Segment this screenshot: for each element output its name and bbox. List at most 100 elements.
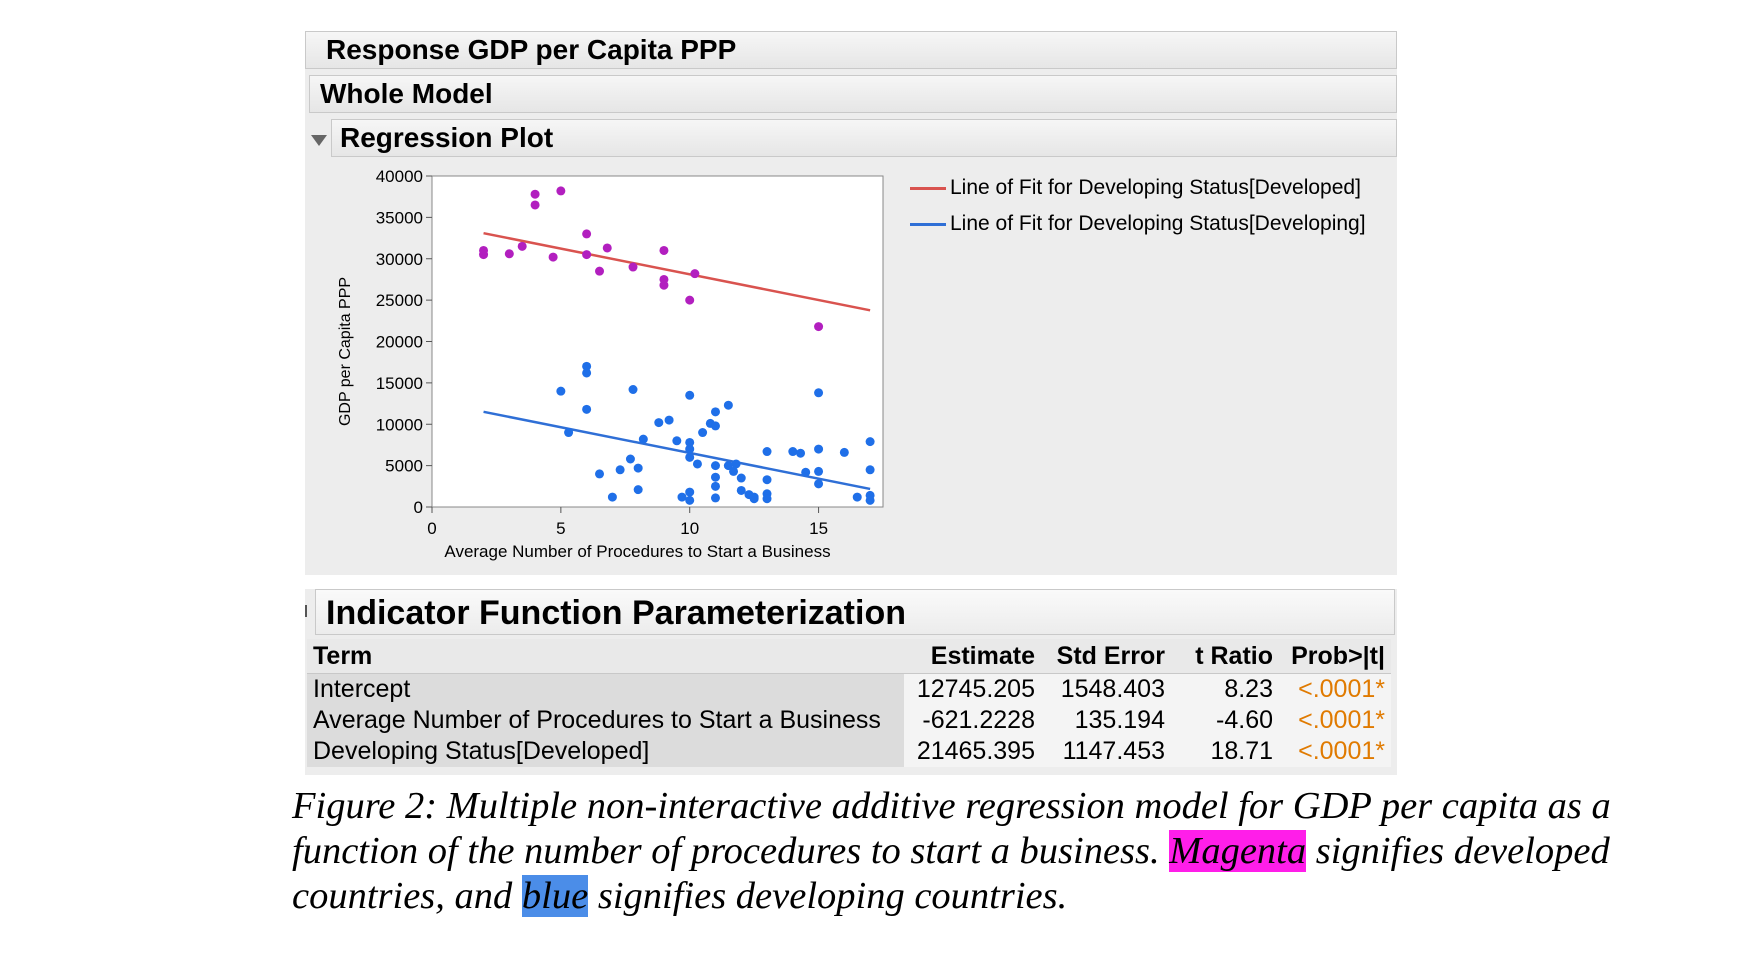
- developing-point: [638, 434, 648, 444]
- caption-magenta-highlight: Magenta: [1169, 830, 1307, 872]
- developing-point: [677, 492, 687, 502]
- developing-point: [762, 475, 772, 485]
- developed-point: [690, 269, 700, 279]
- caption-blue-highlight: blue: [521, 875, 589, 917]
- disclosure-triangle-icon[interactable]: [311, 135, 327, 146]
- y-tick-label: 0: [414, 498, 423, 517]
- table-row: Intercept 12745.205 1548.403 8.23 <.0001…: [307, 673, 1391, 705]
- y-tick-label: 35000: [376, 208, 423, 227]
- whole-model-header[interactable]: Whole Model: [309, 75, 1397, 113]
- developed-point: [556, 186, 566, 196]
- column-header-term[interactable]: Term: [307, 639, 904, 674]
- developing-point: [710, 472, 720, 482]
- x-tick-label: 15: [809, 519, 828, 538]
- developing-point: [814, 479, 824, 489]
- developed-point: [517, 241, 527, 251]
- developing-point: [595, 469, 605, 479]
- whole-model-title: Whole Model: [320, 78, 493, 109]
- t-ratio-cell: 8.23: [1171, 673, 1279, 705]
- caption-text: signifies developed countries, and: [292, 830, 1610, 917]
- y-tick-label: 30000: [376, 250, 423, 269]
- column-header-t-ratio[interactable]: t Ratio: [1171, 639, 1279, 674]
- indicator-title: Indicator Function Parameterization: [326, 594, 906, 632]
- column-header-estimate[interactable]: Estimate: [904, 639, 1041, 674]
- developing-point: [710, 407, 720, 417]
- developing-point: [796, 448, 806, 458]
- developing-point: [865, 495, 875, 505]
- y-tick-label: 40000: [376, 167, 423, 186]
- legend-swatch-developed: [910, 186, 946, 190]
- developing-point: [788, 447, 798, 457]
- legend-label-developed: Line of Fit for Developing Status[Develo…: [950, 176, 1361, 199]
- developed-point: [530, 189, 540, 199]
- developing-point: [685, 452, 695, 462]
- developing-point: [582, 361, 592, 371]
- developing-point: [865, 465, 875, 475]
- developed-point: [595, 266, 605, 276]
- developing-point: [692, 459, 702, 469]
- table-header-row: Term Estimate Std Error t Ratio Prob>|t|: [307, 639, 1391, 674]
- developing-point: [664, 415, 674, 425]
- term-cell: Developing Status[Developed]: [307, 736, 904, 767]
- developed-point: [659, 274, 669, 284]
- developing-point: [723, 400, 733, 410]
- y-tick-label: 10000: [376, 415, 423, 434]
- std-error-cell: 1548.403: [1041, 673, 1171, 705]
- response-header[interactable]: Response GDP per Capita PPP: [305, 31, 1397, 69]
- term-cell: Average Number of Procedures to Start a …: [307, 705, 904, 736]
- estimate-cell: 12745.205: [904, 673, 1041, 705]
- regression-scatter-plot: 0 5000 10000 15000 20000 25000 30000 35000 40000…: [337, 167, 884, 561]
- plot-legend: Line of Fit for Developing Status[Develo…: [910, 170, 1366, 242]
- legend-swatch-developing: [910, 222, 946, 226]
- developing-point: [625, 454, 635, 464]
- developing-point: [672, 436, 682, 446]
- x-axis-label: Average Number of Procedures to Start a …: [444, 542, 830, 561]
- x-tick-label: 10: [680, 519, 699, 538]
- developing-point: [723, 461, 733, 471]
- developing-point: [615, 465, 625, 475]
- term-cell: Intercept: [307, 673, 904, 705]
- developed-point: [479, 245, 489, 255]
- developed-point: [628, 262, 638, 272]
- x-tick-label: 0: [427, 519, 436, 538]
- developing-point: [685, 444, 695, 454]
- caption-text: Figure 2: Multiple non-interactive addit…: [292, 785, 1611, 872]
- developing-point: [814, 388, 824, 398]
- response-title: Response GDP per Capita PPP: [326, 34, 737, 65]
- collapse-mark-icon: [305, 605, 307, 617]
- legend-item-developed: Line of Fit for Developing Status[Develo…: [910, 170, 1366, 206]
- estimate-cell: 21465.395: [904, 736, 1041, 767]
- prob-cell: <.0001*: [1279, 736, 1391, 767]
- developing-point: [685, 487, 695, 497]
- column-header-std-error[interactable]: Std Error: [1041, 639, 1171, 674]
- y-tick-label: 5000: [385, 457, 423, 476]
- developing-point: [564, 428, 574, 438]
- developing-point: [685, 495, 695, 505]
- parameter-table: Term Estimate Std Error t Ratio Prob>|t|…: [307, 639, 1391, 767]
- y-tick-label: 20000: [376, 333, 423, 352]
- developing-point: [839, 447, 849, 457]
- plot-frame: [431, 175, 884, 508]
- developing-point: [749, 492, 759, 502]
- column-header-prob[interactable]: Prob>|t|: [1279, 639, 1391, 674]
- caption-text: signifies developing countries.: [588, 875, 1068, 917]
- indicator-panel: Indicator Function Parameterization Term…: [305, 589, 1397, 775]
- t-ratio-cell: 18.71: [1171, 736, 1279, 767]
- developing-point: [607, 492, 617, 502]
- figure-caption: Figure 2: Multiple non-interactive addit…: [292, 784, 1662, 919]
- regression-plot-header[interactable]: Regression Plot: [331, 119, 1397, 157]
- developing-point: [633, 485, 643, 495]
- y-tick-label: 15000: [376, 374, 423, 393]
- developing-point: [710, 421, 720, 431]
- legend-item-developing: Line of Fit for Developing Status[Develo…: [910, 206, 1366, 242]
- developed-point: [602, 243, 612, 253]
- indicator-header[interactable]: Indicator Function Parameterization: [315, 589, 1395, 635]
- developing-point: [582, 404, 592, 414]
- developed-point: [530, 200, 540, 210]
- legend-label-developing: Line of Fit for Developing Status[Develo…: [950, 212, 1366, 235]
- y-axis-label: GDP per Capita PPP: [337, 277, 354, 426]
- developing-point: [852, 492, 862, 502]
- developed-point: [548, 252, 558, 262]
- developing-point: [814, 444, 824, 454]
- prob-cell: <.0001*: [1279, 673, 1391, 705]
